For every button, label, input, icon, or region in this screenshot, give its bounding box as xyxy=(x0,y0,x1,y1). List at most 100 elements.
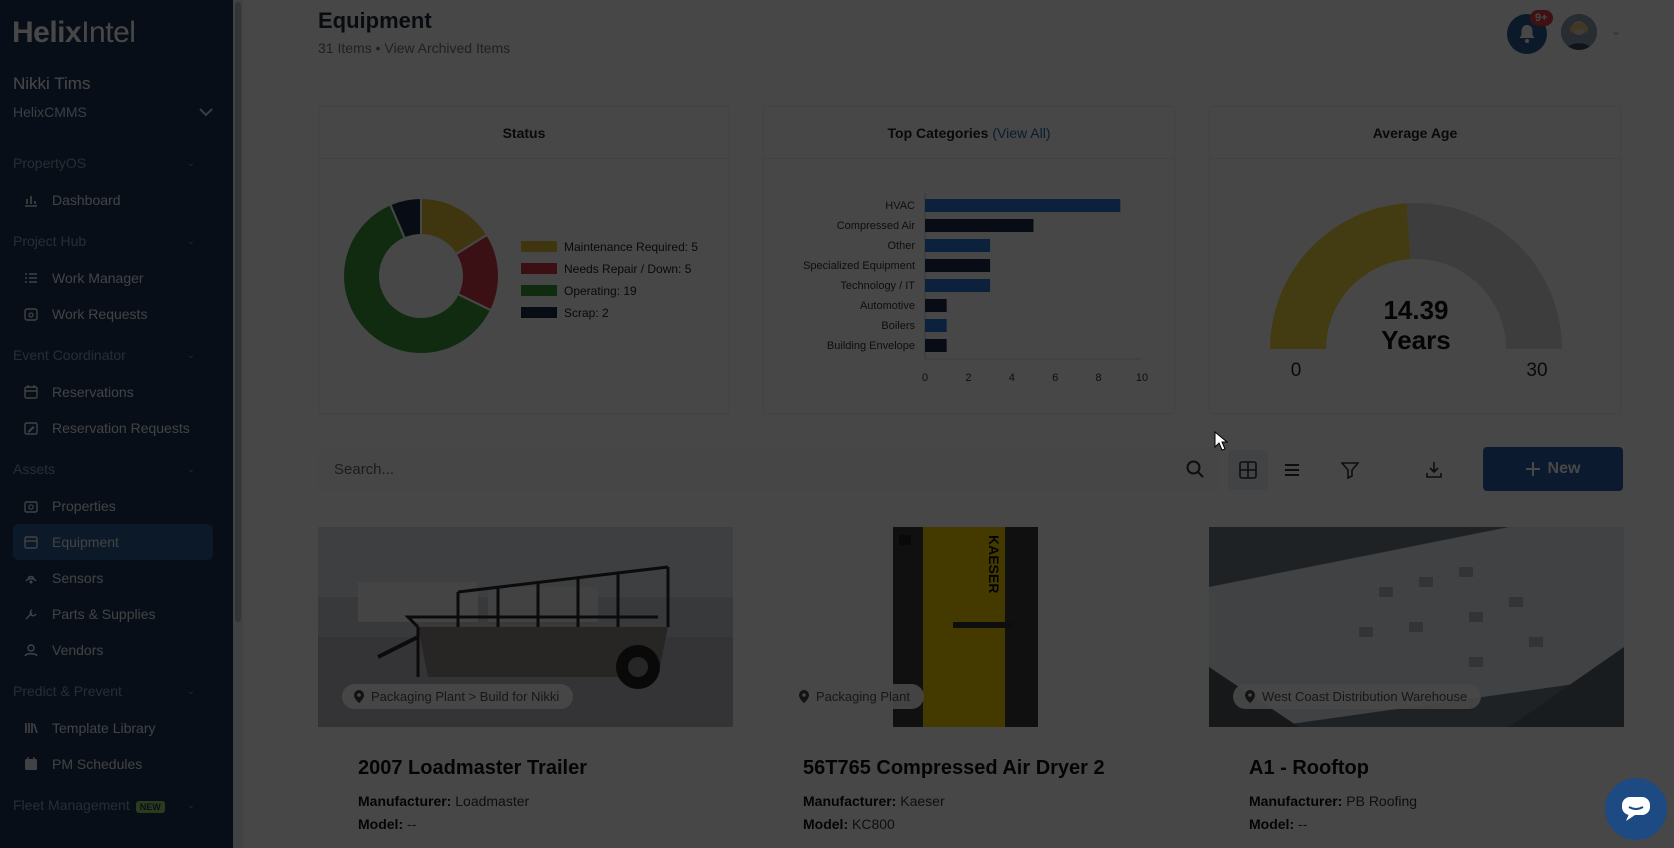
legend-swatch xyxy=(521,241,557,252)
export-button[interactable] xyxy=(1414,450,1454,490)
chevron-down-icon[interactable]: ⌄ xyxy=(1611,24,1622,38)
average-age-card: Average Age 14.39 Years 0 30 xyxy=(1209,106,1621,414)
chevron-down-icon: ⌄ xyxy=(186,235,195,247)
inbox-icon xyxy=(23,306,39,322)
status-card-title: Status xyxy=(319,107,729,159)
sidebar-item-equipment[interactable]: Equipment xyxy=(13,524,213,560)
sidebar-item-sensors[interactable]: Sensors xyxy=(13,560,213,596)
list-icon xyxy=(1285,464,1299,476)
sensor-icon xyxy=(23,570,39,586)
categories-card-title: Top Categories (View All) xyxy=(764,107,1174,159)
equipment-card[interactable]: Packaging Plant > Build for Nikki 2007 L… xyxy=(318,527,733,848)
legend-label: Maintenance Required: 5 xyxy=(564,240,698,254)
chevron-down-icon: ⌄ xyxy=(186,349,195,361)
notification-count-badge: 9+ xyxy=(1530,10,1553,26)
library-icon xyxy=(23,720,39,736)
category-bar xyxy=(925,279,991,292)
category-label: Building Envelope xyxy=(827,340,915,352)
sidebar: HelixIntel Nikki Tims HelixCMMS Property… xyxy=(0,0,243,848)
search-input[interactable] xyxy=(334,460,1154,478)
filter-button[interactable] xyxy=(1330,450,1370,490)
sidebar-item-vendors[interactable]: Vendors xyxy=(13,632,213,668)
equipment-card[interactable]: West Coast Distribution Warehouse A1 - R… xyxy=(1209,527,1624,848)
list-view-button[interactable] xyxy=(1272,450,1312,490)
sidebar-item-reservations[interactable]: Reservations xyxy=(13,374,213,410)
section-event-coordinator[interactable]: Event Coordinator ⌄ xyxy=(13,347,195,363)
section-fleet-management[interactable]: Fleet Management NEW ⌄ xyxy=(13,797,195,813)
sidebar-item-reservation-requests[interactable]: Reservation Requests xyxy=(13,410,213,446)
model-value: -- xyxy=(1298,816,1308,832)
sidebar-item-parts-supplies[interactable]: Parts & Supplies xyxy=(13,596,213,632)
legend-swatch xyxy=(521,307,557,318)
equipment-photo: KAESER Packaging Plant xyxy=(763,527,1178,727)
new-equipment-button[interactable]: New xyxy=(1483,447,1623,491)
sidebar-scrollbar[interactable] xyxy=(233,0,243,848)
view-archived-link[interactable]: View Archived Items xyxy=(384,40,511,56)
legend-label: Operating: 19 xyxy=(564,284,637,298)
org-name: HelixCMMS xyxy=(13,104,87,120)
equipment-name[interactable]: A1 - Rooftop xyxy=(1249,757,1369,779)
main-content: Equipment 31 Items • View Archived Items… xyxy=(243,0,1674,848)
legend-swatch xyxy=(521,285,557,296)
person-icon xyxy=(23,642,39,658)
equipment-photo: West Coast Distribution Warehouse xyxy=(1209,527,1624,727)
chat-icon xyxy=(1622,797,1650,821)
map-pin-icon xyxy=(354,690,364,703)
sidebar-item-properties[interactable]: Properties xyxy=(13,488,213,524)
page-title: Equipment xyxy=(318,8,432,33)
gauge-min-label: 0 xyxy=(1291,360,1302,381)
section-project-hub[interactable]: Project Hub ⌄ xyxy=(13,233,195,249)
kaeser-brand-text: KAESER xyxy=(986,535,1002,593)
page-subtitle: 31 Items • View Archived Items xyxy=(318,40,510,56)
sidebar-item-work-requests[interactable]: Work Requests xyxy=(13,296,213,332)
categories-card: Top Categories (View All) HVAC Compressed … xyxy=(763,106,1175,414)
manufacturer-value: Loadmaster xyxy=(455,793,530,809)
new-badge: NEW xyxy=(135,801,165,813)
gauge-value: 14.39 xyxy=(1383,295,1448,325)
chevron-down-icon: ⌄ xyxy=(186,463,195,475)
x-tick-label: 10 xyxy=(1136,372,1148,384)
model-value: -- xyxy=(407,816,417,832)
category-label: Automotive xyxy=(860,300,915,312)
category-label: Compressed Air xyxy=(837,220,916,232)
org-selector[interactable]: HelixCMMS xyxy=(13,104,213,120)
sidebar-item-pm-schedules[interactable]: PM Schedules xyxy=(13,746,213,782)
category-bar xyxy=(925,259,991,272)
search-icon[interactable] xyxy=(1186,460,1204,478)
category-label: Specialized Equipment xyxy=(803,260,915,272)
app-logo[interactable]: HelixIntel xyxy=(12,16,136,49)
section-predict-prevent[interactable]: Predict & Prevent ⌄ xyxy=(13,683,195,699)
calendar-edit-icon xyxy=(23,420,39,436)
equipment-name[interactable]: 56T765 Compressed Air Dryer 2 xyxy=(803,757,1105,779)
x-tick-label: 8 xyxy=(1096,372,1102,384)
category-bar xyxy=(925,219,1034,232)
chevron-down-icon: ⌄ xyxy=(186,799,195,811)
box-icon xyxy=(23,534,39,550)
section-propertyos[interactable]: PropertyOS ⌄ xyxy=(13,155,195,171)
scrollbar-thumb[interactable] xyxy=(235,2,241,622)
equipment-card[interactable]: KAESER Packaging Plant 56T765 Compressed… xyxy=(763,527,1178,848)
location-badge: Packaging Plant > Build for Nikki xyxy=(342,684,574,709)
equipment-name[interactable]: 2007 Loadmaster Trailer xyxy=(358,757,588,779)
sidebar-item-dashboard[interactable]: Dashboard xyxy=(13,182,213,218)
sidebar-item-work-manager[interactable]: Work Manager xyxy=(13,260,213,296)
manufacturer-value: Kaeser xyxy=(900,793,945,809)
avatar[interactable] xyxy=(1561,14,1597,50)
chevron-down-icon: ⌄ xyxy=(186,685,195,697)
x-tick-label: 2 xyxy=(965,372,971,384)
equipment-meta: Manufacturer: Loadmaster Model: -- xyxy=(358,793,530,832)
section-assets[interactable]: Assets ⌄ xyxy=(13,461,195,477)
grid-view-button[interactable] xyxy=(1228,450,1268,490)
calendar-icon xyxy=(23,384,39,400)
view-all-link[interactable]: (View All) xyxy=(992,124,1051,141)
status-donut-chart: Maintenance Required: 5 Needs Repair / Do… xyxy=(342,196,698,355)
sidebar-item-template-library[interactable]: Template Library xyxy=(13,710,213,746)
item-count: 31 Items xyxy=(318,40,372,56)
status-card: Status Maintenance Required: 5 Needs Repa… xyxy=(318,106,730,414)
building-icon xyxy=(23,498,39,514)
sidebar-nav: PropertyOS ⌄ Dashboard Project Hub ⌄ Work … xyxy=(0,144,233,824)
mouse-cursor-icon xyxy=(1214,431,1228,451)
chat-widget-button[interactable] xyxy=(1605,778,1667,840)
category-bar xyxy=(925,239,991,252)
schedule-icon xyxy=(23,756,39,772)
